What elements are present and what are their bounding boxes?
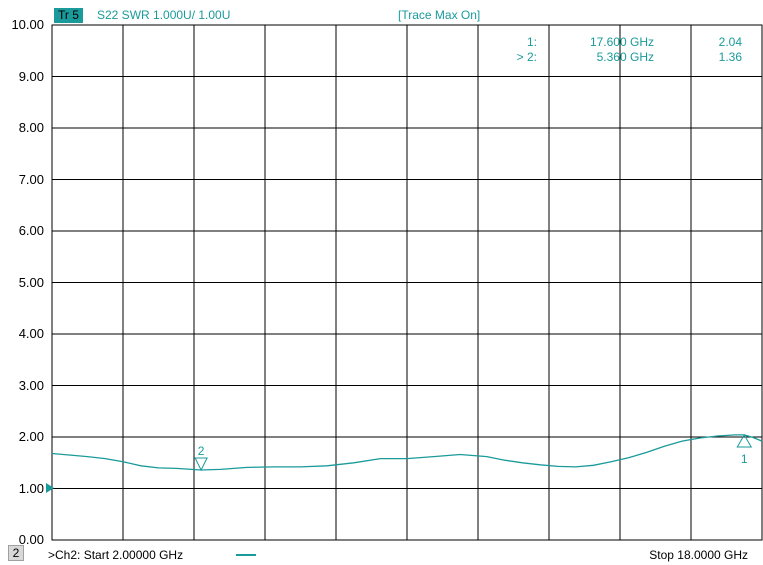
- y-tick-label: 8.00: [18, 120, 44, 135]
- channel-badge[interactable]: 2: [8, 545, 24, 561]
- y-tick-label: 0.00: [18, 532, 44, 547]
- marker-2-triangle[interactable]: [194, 457, 208, 472]
- marker-2-frequency: 5.360 GHz: [596, 50, 654, 64]
- trace-header: Tr 5 S22 SWR 1.000U/ 1.00U [Trace Max On…: [0, 0, 763, 24]
- y-tick-label: 6.00: [18, 223, 44, 238]
- marker-1-value: 2.04: [718, 35, 742, 49]
- y-tick-label: 5.00: [18, 274, 44, 290]
- chart-grid: [51, 24, 763, 541]
- start-frequency-label[interactable]: >Ch2: Start 2.00000 GHz: [48, 548, 184, 562]
- trace-definition[interactable]: S22 SWR 1.000U/ 1.00U: [97, 8, 231, 22]
- reference-level-arrow[interactable]: [46, 483, 54, 493]
- trace-line-s22[interactable]: [51, 434, 763, 471]
- y-tick-label: 9.00: [18, 68, 44, 84]
- y-tick-label: 3.00: [18, 377, 44, 393]
- marker-1-id: 1:: [526, 35, 537, 49]
- marker-1-triangle[interactable]: [736, 433, 753, 448]
- y-tick-label: 10.00: [11, 17, 44, 32]
- y-tick-label: 7.00: [18, 171, 44, 187]
- y-tick-label: 2.00: [18, 429, 44, 444]
- trace-legend-line: [236, 554, 256, 556]
- trace-max-status: [Trace Max On]: [398, 8, 481, 22]
- stop-frequency-label[interactable]: Stop 18.0000 GHz: [649, 548, 748, 562]
- marker-2-id: > 2:: [516, 50, 537, 64]
- marker-1-label: 1: [741, 452, 748, 466]
- marker-2-label: 2: [198, 444, 205, 458]
- trace-layer: [51, 434, 763, 471]
- y-tick-label: 4.00: [18, 326, 44, 341]
- y-tick-label: 1.00: [18, 480, 44, 496]
- marker-2-value: 1.36: [718, 50, 742, 64]
- trace-tag[interactable]: Tr 5: [54, 8, 83, 23]
- marker-layer: 12: [194, 433, 753, 472]
- marker-1-frequency: 17.600 GHz: [589, 35, 654, 49]
